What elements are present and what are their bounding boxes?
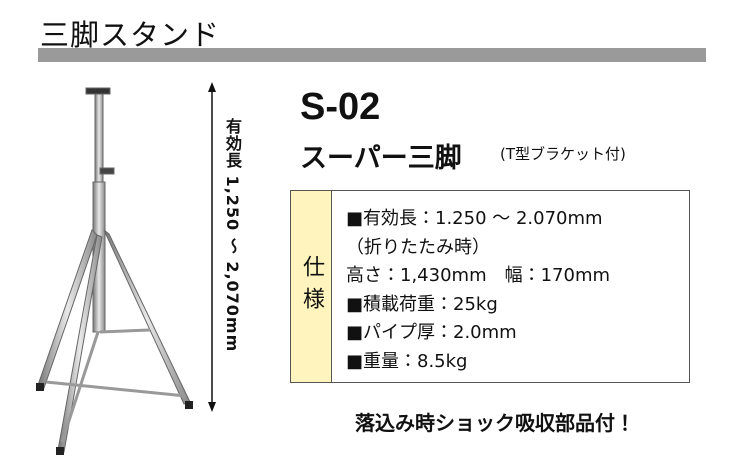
model-number: S-02 xyxy=(300,86,381,128)
foot xyxy=(56,447,64,455)
spec-line: 高さ：1,430mm 幅：170mm xyxy=(346,265,611,286)
spec-line: ■パイプ厚：2.0mm xyxy=(346,322,517,343)
spec-box: 仕様 ■有効長：1.250 ～ 2.070mm （折りたたみ時） 高さ：1,430m… xyxy=(290,190,690,383)
foot xyxy=(185,401,193,409)
spec-line: ■積載荷重：25kg xyxy=(346,293,498,315)
footer-note: 落込み時ショック吸収部品付！ xyxy=(355,411,635,435)
spec-line: ■有効長：1.250 ～ 2.070mm xyxy=(346,208,603,229)
foot xyxy=(36,383,44,391)
page-title: 三脚スタンド xyxy=(40,18,221,52)
spec-label: 仕様 xyxy=(299,254,324,319)
spec-line: （折りたたみ時） xyxy=(346,236,490,258)
product-name: スーパー三脚 xyxy=(300,143,462,174)
title-bar xyxy=(38,48,706,62)
product-note: (T型ブラケット付) xyxy=(500,145,626,163)
spec-label-cell: 仕様 xyxy=(291,191,332,382)
spec-lines: ■有効長：1.250 ～ 2.070mm （折りたたみ時） 高さ：1,430mm 幅… xyxy=(346,205,610,376)
spec-line: ■重量：8.5kg xyxy=(346,350,468,372)
tripod-illustration xyxy=(36,82,216,455)
dimension-label: 有効長 1,250 ～ 2,070mm xyxy=(223,118,242,353)
dimension-arrow xyxy=(208,82,216,412)
